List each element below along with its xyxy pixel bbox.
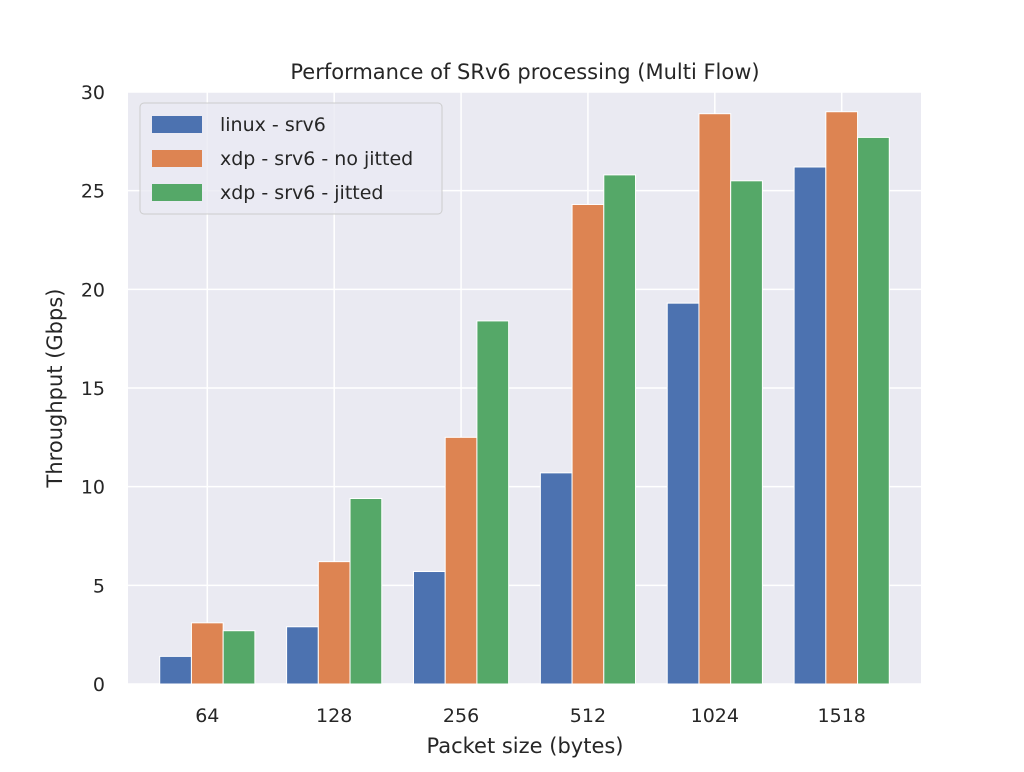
y-tick-label: 15: [81, 378, 105, 400]
bar-xdp-srv6-no-jitted-1024: [698, 113, 732, 685]
chart-title: Performance of SRv6 processing (Multi Fl…: [290, 60, 759, 84]
legend-swatch: [152, 184, 202, 201]
legend-label: xdp - srv6 - no jitted: [220, 148, 413, 170]
bar-xdp-srv6-jitted-1518: [857, 136, 890, 685]
y-tick-label: 30: [81, 82, 105, 104]
bar-xdp-srv6-jitted-256: [476, 320, 510, 685]
bar-xdp-srv6-jitted-512: [603, 174, 637, 685]
bar-linux-srv6-256: [412, 571, 446, 685]
x-tick-labels: 64 128 256 512 1024 1518: [195, 705, 866, 727]
bar-xdp-srv6-no-jitted-64: [190, 622, 224, 685]
bar-linux-srv6-1518: [793, 166, 827, 685]
bar-xdp-srv6-jitted-64: [222, 630, 256, 685]
bar-xdp-srv6-jitted-1024: [730, 180, 763, 685]
y-tick-label: 5: [93, 575, 105, 597]
y-tick-labels: 0 5 10 15 20 25 30: [81, 82, 105, 696]
legend-box: [139, 102, 443, 215]
y-axis-label: Throughput (Gbps): [43, 289, 67, 489]
x-tick-label: 64: [195, 705, 219, 727]
legend-swatch: [152, 150, 202, 167]
y-tick-label: 10: [81, 477, 105, 499]
legend-swatch: [152, 116, 202, 133]
x-axis-label: Packet size (bytes): [426, 734, 623, 758]
bar-xdp-srv6-no-jitted-512: [571, 203, 605, 685]
bars: [159, 111, 890, 685]
bar-linux-srv6-64: [159, 655, 192, 685]
bar-linux-srv6-128: [286, 626, 319, 685]
legend: linux - srv6 xdp - srv6 - no jitted xdp - …: [139, 102, 443, 215]
bar-xdp-srv6-no-jitted-1518: [825, 111, 859, 685]
legend-label: xdp - srv6 - jitted: [220, 182, 384, 204]
x-tick-label: 1024: [691, 705, 739, 727]
y-tick-label: 20: [81, 279, 105, 301]
y-tick-label: 0: [93, 674, 105, 696]
x-tick-label: 1518: [818, 705, 866, 727]
x-tick-label: 128: [316, 705, 352, 727]
y-tick-label: 25: [81, 181, 105, 203]
bar-xdp-srv6-no-jitted-128: [317, 561, 351, 685]
legend-label: linux - srv6: [220, 114, 326, 136]
bar-linux-srv6-1024: [666, 302, 700, 685]
bar-xdp-srv6-no-jitted-256: [444, 436, 478, 685]
bar-xdp-srv6-jitted-128: [349, 498, 383, 685]
bar-linux-srv6-512: [539, 472, 573, 685]
x-tick-label: 256: [443, 705, 479, 727]
x-tick-label: 512: [570, 705, 606, 727]
